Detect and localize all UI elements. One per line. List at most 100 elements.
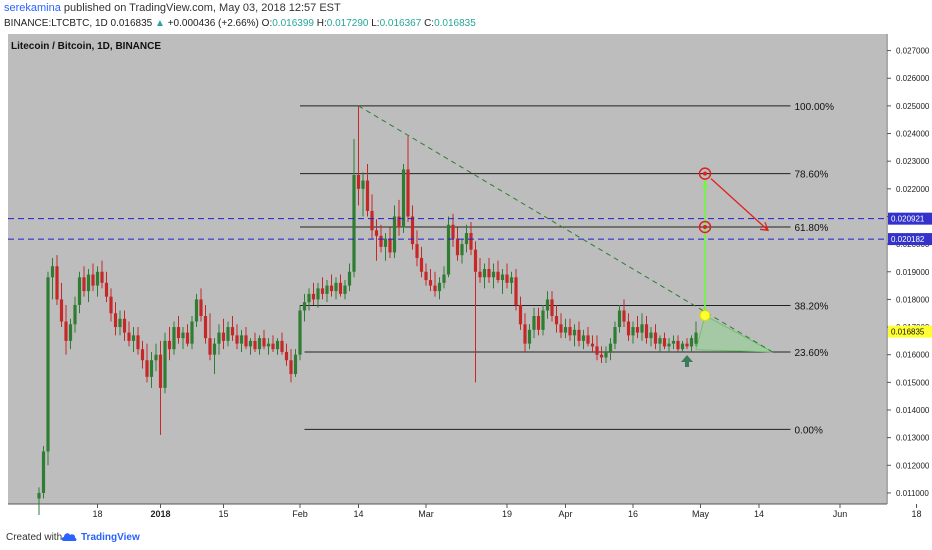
fib-level-label: 100.00% (795, 102, 835, 113)
candle-body-down (410, 216, 415, 245)
y-tick-label: 0.024000 (896, 130, 930, 139)
candle-body-down (122, 318, 127, 333)
candle-body-down (685, 343, 689, 347)
price-label-text: 0.020921 (891, 215, 925, 224)
last-price: 0.016835 (110, 18, 153, 29)
x-tick-label: 14 (353, 509, 363, 519)
candle-body-up (617, 310, 622, 328)
candle-body-up (307, 293, 311, 303)
candle-body-up (689, 338, 694, 347)
candle-body-up (352, 175, 356, 272)
candle-body-up (239, 335, 244, 344)
candle-body-up (361, 180, 365, 189)
candle-body-down (284, 351, 289, 361)
ohlc-line: BINANCE:LTCBTC, 1D 0.016835 ▲ +0.000436 … (4, 18, 476, 29)
candle-body-up (50, 266, 55, 278)
candle-body-up (491, 271, 496, 278)
time-axis-background (8, 504, 887, 522)
candle-body-up (86, 274, 91, 292)
low-label: L: (371, 18, 380, 29)
candle-body-up (482, 269, 487, 278)
candle-body-down (55, 266, 59, 300)
chart-area[interactable]: Litecoin / Bitcoin, 1D, BINANCE 0.027000 0… (8, 34, 932, 522)
candle-body-up (671, 340, 676, 344)
candle-body-up (95, 271, 100, 286)
x-tick-label: 15 (218, 509, 228, 519)
candle-body-up (581, 335, 586, 341)
candle-body-down (253, 340, 257, 350)
candle-body-up (541, 310, 545, 330)
candle-body-down (478, 271, 482, 278)
candle-body-up (401, 169, 406, 228)
y-tick-label: 0.019000 (896, 268, 930, 277)
candle-body-down (320, 288, 325, 294)
candle-body-down (523, 324, 527, 344)
candle-body-down (59, 299, 64, 322)
fib-level-label: 38.20% (795, 301, 829, 312)
y-tick-label: 0.023000 (896, 157, 930, 166)
candle-body-down (518, 304, 523, 325)
candle-body-down (145, 360, 149, 377)
x-tick-label: Apr (558, 509, 572, 519)
y-tick-label: 0.013000 (896, 434, 930, 443)
candle-body-down (577, 329, 581, 341)
candle-body-down (554, 316, 559, 325)
y-tick-label: 0.025000 (896, 102, 930, 111)
tradingview-brand-link[interactable]: TradingView (81, 532, 140, 543)
x-tick-label: 14 (754, 509, 764, 519)
y-tick-label: 0.027000 (896, 47, 930, 56)
candle-body-up (442, 274, 446, 283)
candle-body-up (226, 327, 230, 341)
candle-body-up (212, 343, 217, 355)
candlestick-chart[interactable]: Litecoin / Bitcoin, 1D, BINANCE 0.027000 0… (8, 34, 932, 522)
candle-body-up (347, 271, 352, 286)
x-tick-label: 19 (502, 509, 512, 519)
author-link[interactable]: serekamina (4, 2, 61, 14)
candle-body-up (163, 340, 167, 388)
price-label-box (888, 233, 932, 246)
candle-body-down (208, 338, 212, 355)
candle-body-down (356, 175, 361, 189)
candle-body-down (653, 332, 658, 344)
candle-body-down (289, 360, 293, 375)
candle-body-up (509, 277, 514, 283)
open-value: 0.016399 (272, 18, 314, 29)
candle-body-down (127, 332, 131, 341)
candle-body-up (41, 451, 46, 493)
x-tick-label: 2018 (150, 509, 170, 519)
candle-body-down (140, 349, 145, 361)
candle-body-down (109, 296, 113, 314)
candle-body-up (572, 329, 577, 336)
candle-body-up (694, 332, 698, 344)
open-label: O: (261, 18, 273, 29)
candle-body-down (622, 310, 626, 322)
candle-body-up (649, 332, 653, 339)
x-tick-label: 18 (92, 509, 102, 519)
symbol-text: BINANCE:LTCBTC, 1D (4, 18, 108, 29)
candle-body-down (455, 238, 460, 256)
candle-body-down (644, 324, 649, 339)
candle-body-down (676, 340, 680, 350)
candle-body-down (104, 282, 109, 297)
change-up-icon: ▲ (155, 18, 165, 29)
tradingview-cloud-icon[interactable] (60, 529, 78, 545)
candle-body-up (527, 329, 532, 344)
candle-body-up (631, 327, 635, 336)
candle-body-up (500, 274, 505, 281)
candle-body-up (437, 282, 442, 292)
candle-body-down (487, 269, 491, 278)
fib-level-label: 23.60% (795, 348, 829, 359)
x-tick-label: Jun (833, 509, 848, 519)
candle-body-down (374, 230, 379, 236)
target-circle-dot (703, 224, 707, 229)
candle-body-down (262, 338, 266, 347)
candle-body-down (590, 343, 595, 347)
y-tick-label: 0.011000 (896, 489, 929, 498)
candle-body-down (329, 285, 334, 292)
candle-body-down (469, 233, 473, 250)
red-arrow-line (710, 178, 769, 231)
candle-body-up (46, 277, 50, 452)
candle-body-down (100, 271, 104, 283)
close-value: 0.016835 (434, 18, 476, 29)
red-arrow-head (759, 222, 769, 232)
